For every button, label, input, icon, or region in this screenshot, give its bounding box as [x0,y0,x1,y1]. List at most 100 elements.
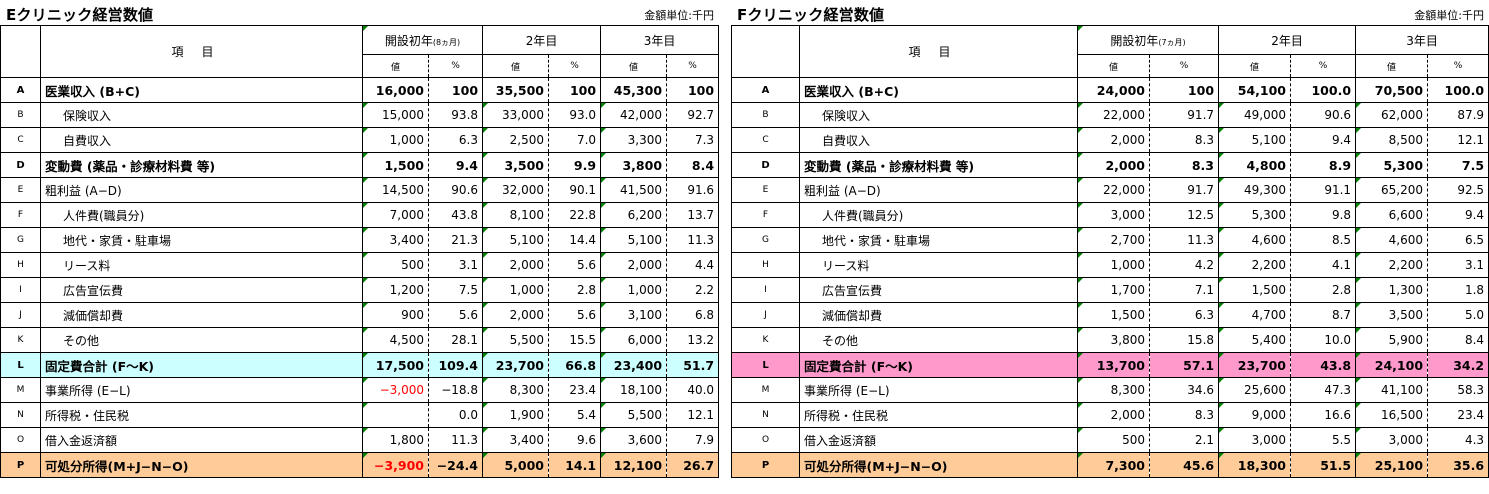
row-label: 固定費合計 (F〜K) [40,352,363,378]
row-percent: 23.4 [1427,402,1489,428]
row-percent: 6.3 [427,127,484,153]
row-percent: 43.8 [427,202,484,228]
row-value: 2,000 [482,252,550,278]
row-code: H [731,252,800,278]
row-percent: 8.7 [1290,302,1357,328]
row-value: 1,800 [362,427,429,453]
row-code: L [731,352,800,378]
row-percent: 45.6 [1148,452,1220,478]
row-percent: 9.4 [1427,202,1489,228]
row-value: 1,200 [362,277,429,303]
table-row: H リース料 500 3.1 2,000 5.6 2,000 4.4 [0,252,720,278]
row-value: 16,000 [362,77,429,103]
row-percent: 12.5 [1148,202,1220,228]
row-percent: 43.8 [1290,352,1357,378]
row-percent: 8.4 [1427,327,1489,353]
row-label: 自費収入 [799,127,1078,153]
row-value: 500 [362,252,429,278]
row-value: 23,700 [1218,352,1292,378]
row-percent: 5.6 [548,252,602,278]
f-clinic-rows: A 医業収入 (B+C) 24,000 100 54,100 100.0 70,500 100… [731,77,1489,478]
row-code: J [0,302,41,328]
f-sub-value-3: 値 [1355,54,1429,78]
row-code: L [0,352,41,378]
row-value: 1,500 [1077,302,1150,328]
table-row: H リース料 1,000 4.2 2,200 4.1 2,200 3.1 [731,252,1489,278]
row-value: 3,800 [1077,327,1150,353]
row-percent: 11.3 [666,227,720,253]
row-percent: 100 [1148,77,1220,103]
e-header-item: 項目 [40,25,363,78]
row-label: 保険収入 [40,102,363,128]
row-code: J [731,302,800,328]
row-percent: 90.6 [1290,102,1357,128]
row-label: 所得税・住民税 [40,402,363,428]
row-value: −3,000 [362,377,429,403]
row-percent: 15.8 [1148,327,1220,353]
row-percent: 9.9 [548,152,602,178]
row-value: 8,100 [482,202,550,228]
row-percent: 6.8 [666,302,720,328]
row-value: 3,400 [362,227,429,253]
row-percent: 66.8 [548,352,602,378]
e-sub-pct-1: % [427,54,484,78]
row-value: 2,200 [1218,252,1292,278]
row-percent: 13.7 [666,202,720,228]
row-value: 7,300 [1077,452,1150,478]
row-value: 41,100 [1355,377,1429,403]
e-clinic-title: Eクリニック経営数値 [6,6,154,24]
row-code: M [0,377,41,403]
row-label: 変動費 (薬品・診療材料費 等) [40,152,363,178]
e-sub-pct-2: % [548,54,602,78]
table-row: B 保険収入 15,000 93.8 33,000 93.0 42,000 92.7 [0,102,720,128]
row-percent: 4.1 [1290,252,1357,278]
table-row: L 固定費合計 (F〜K) 17,500 109.4 23,700 66.8 23,400 5… [0,352,720,378]
row-percent: 10.0 [1290,327,1357,353]
row-value: 1,500 [1218,277,1292,303]
row-percent: 16.6 [1290,402,1357,428]
e-period-3: 3年目 [600,25,720,55]
table-row: P 可処分所得(M+J−N−O) −3,900 −24.4 5,000 14.1 12,10… [0,452,720,478]
row-value: 6,200 [600,202,668,228]
row-percent: 14.1 [548,452,602,478]
f-period-3: 3年目 [1355,25,1489,55]
row-value: 16,500 [1355,402,1429,428]
row-value: 5,300 [1218,202,1292,228]
row-value: 24,000 [1077,77,1150,103]
row-code: B [0,102,41,128]
row-value: 3,000 [1077,202,1150,228]
row-code: H [0,252,41,278]
row-value: 22,000 [1077,177,1150,203]
f-clinic-title: Fクリニック経営数値 [737,6,885,24]
row-code: G [0,227,41,253]
row-label: 事業所得 (E−L) [40,377,363,403]
row-code: A [731,77,800,103]
f-sub-pct-2: % [1290,54,1357,78]
table-row: A 医業収入 (B+C) 16,000 100 35,500 100 45,300 100 [0,77,720,103]
row-value: 3,000 [1218,427,1292,453]
row-value: 17,500 [362,352,429,378]
row-value: 1,000 [362,127,429,153]
row-percent: 1.8 [1427,277,1489,303]
row-value: 18,100 [600,377,668,403]
row-percent: 3.1 [427,252,484,278]
row-value: 1,900 [482,402,550,428]
row-value: 4,800 [1218,152,1292,178]
row-value: 4,500 [362,327,429,353]
row-percent: 92.7 [666,102,720,128]
row-percent: 93.0 [548,102,602,128]
table-row: O 借入金返済額 500 2.1 3,000 5.5 3,000 4.3 [731,427,1489,453]
row-percent: 8.3 [1148,402,1220,428]
row-percent: 87.9 [1427,102,1489,128]
e-clinic-unit: 金額単位:千円 [644,9,714,22]
row-label: 借入金返済額 [799,427,1078,453]
table-row: D 変動費 (薬品・診療材料費 等) 1,500 9.4 3,500 9.9 3,800 8.… [0,152,720,178]
row-percent: 51.5 [1290,452,1357,478]
row-percent: 2.2 [666,277,720,303]
row-value: 5,000 [482,452,550,478]
row-value: 23,400 [600,352,668,378]
row-value: 54,100 [1218,77,1292,103]
row-value: 49,000 [1218,102,1292,128]
row-percent: 14.4 [548,227,602,253]
row-label: 自費収入 [40,127,363,153]
